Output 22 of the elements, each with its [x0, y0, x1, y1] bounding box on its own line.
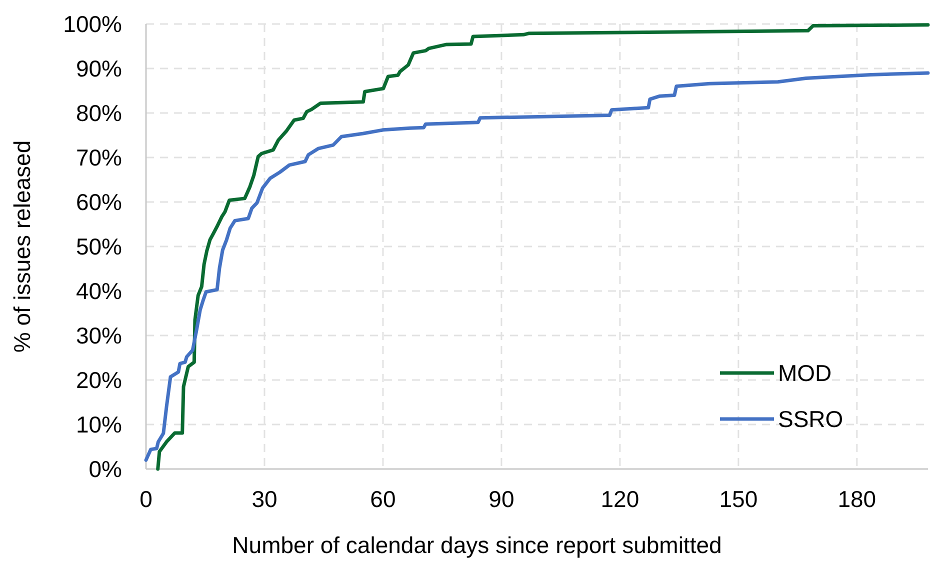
- y-tick-label: 60%: [76, 189, 122, 216]
- y-tick-label: 10%: [76, 412, 122, 438]
- x-tick-label: 60: [370, 486, 396, 512]
- x-tick-label: 30: [252, 486, 278, 512]
- legend-label: SSRO: [778, 406, 844, 432]
- y-tick-label: 20%: [76, 367, 122, 394]
- y-tick-label: 30%: [76, 322, 122, 349]
- x-tick-label: 0: [140, 486, 152, 512]
- x-tick-label: 180: [838, 486, 876, 512]
- x-tick-label: 90: [488, 486, 514, 512]
- y-tick-label: 0%: [88, 456, 122, 482]
- y-tick-label: 40%: [76, 278, 122, 304]
- legend-label: MOD: [778, 360, 832, 386]
- y-tick-label: 80%: [76, 100, 122, 126]
- y-tick-label: 100%: [63, 11, 122, 38]
- x-axis-title: Number of calendar days since report submitted: [232, 532, 722, 558]
- y-tick-label: 90%: [76, 56, 122, 82]
- y-tick-label: 70%: [76, 144, 122, 171]
- x-tick-label: 150: [719, 486, 758, 512]
- y-tick-label: 50%: [76, 234, 122, 260]
- x-tick-label: 120: [600, 486, 640, 512]
- y-axis-title: % of issues released: [9, 140, 35, 353]
